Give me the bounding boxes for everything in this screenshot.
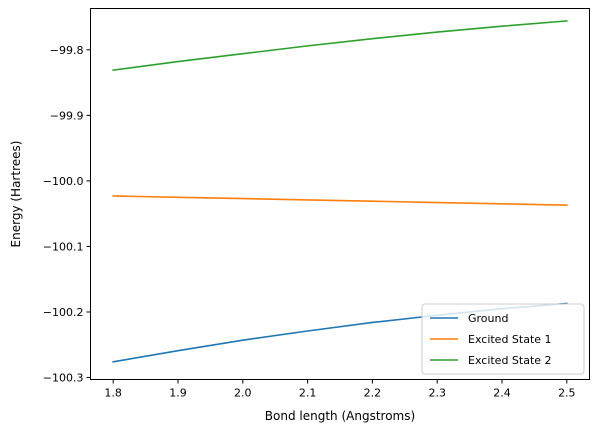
x-axis-label: Bond length (Angstroms): [265, 409, 415, 423]
y-tick-label: −100.0: [43, 175, 84, 188]
legend-label: Excited State 2: [468, 354, 552, 367]
legend-label: Ground: [468, 312, 508, 325]
y-tick-label: −100.3: [43, 372, 84, 385]
y-axis: −100.3 −100.2 −100.1 −100.0 −99.9 −99.8: [43, 44, 91, 385]
legend: Ground Excited State 1 Excited State 2: [421, 303, 585, 375]
x-tick-label: 1.9: [169, 387, 187, 400]
x-tick-label: 2.0: [234, 387, 252, 400]
legend-box: [421, 303, 585, 375]
axes-frame: [90, 8, 590, 380]
y-tick-label: −99.9: [50, 109, 84, 122]
series-line-2: [112, 20, 568, 72]
y-tick-label: −99.8: [50, 44, 84, 57]
y-tick-label: −100.2: [43, 306, 84, 319]
y-tick-label: −100.1: [43, 240, 84, 253]
x-tick-label: 2.2: [364, 387, 382, 400]
x-tick-label: 2.3: [428, 387, 446, 400]
legend-label: Excited State 1: [468, 333, 552, 346]
x-tick-label: 2.5: [558, 387, 576, 400]
series-line-1: [112, 195, 568, 206]
y-axis-label: Energy (Hartrees): [9, 141, 23, 248]
x-tick-label: 2.4: [493, 387, 511, 400]
x-tick-label: 1.8: [104, 387, 122, 400]
x-tick-label: 2.1: [299, 387, 317, 400]
x-axis: 1.8 1.9 2.0 2.1 2.2 2.3 2.4 2.5: [104, 379, 576, 400]
